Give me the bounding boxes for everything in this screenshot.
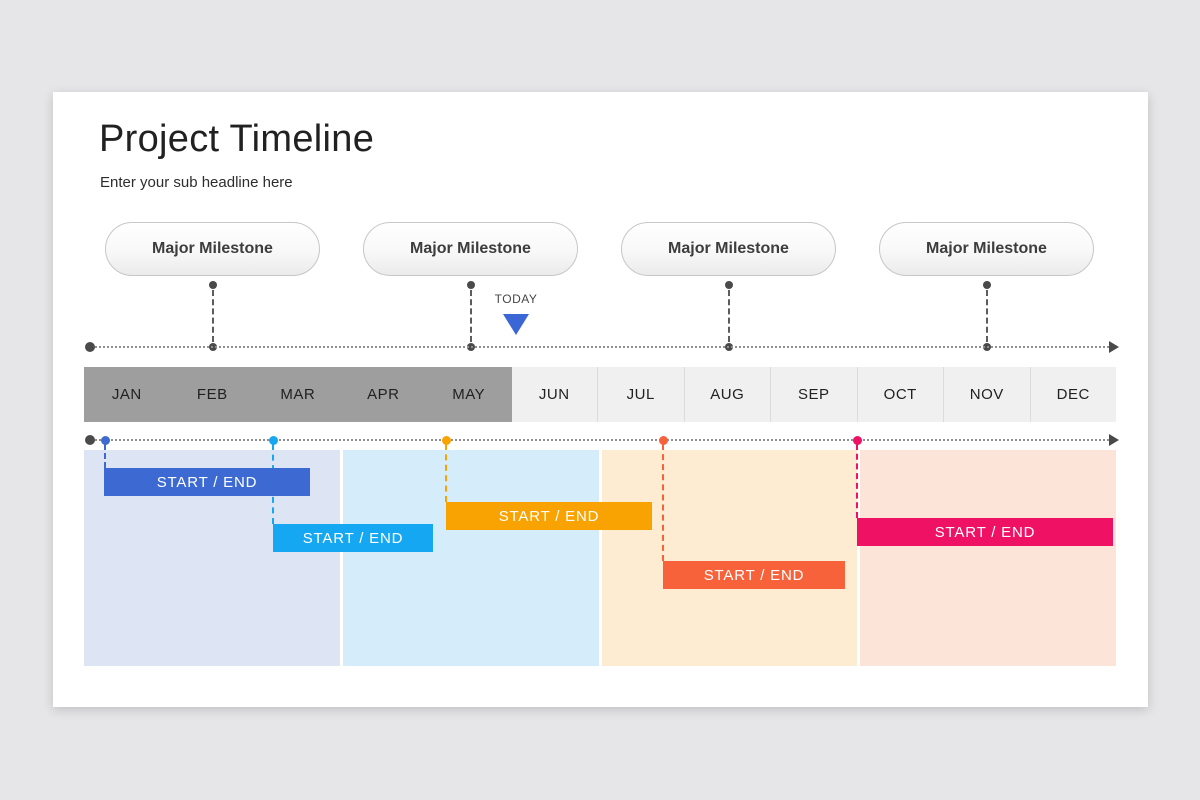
timeline-start-dot-icon xyxy=(85,435,95,445)
task-start-dot-icon xyxy=(659,436,668,445)
task-connector xyxy=(104,444,106,468)
task-start-dot-icon xyxy=(101,436,110,445)
task-start-dot-icon xyxy=(442,436,451,445)
month-cell-may: MAY xyxy=(426,367,512,422)
task-connector xyxy=(445,444,447,502)
milestone-connector xyxy=(986,290,988,342)
today-marker-icon xyxy=(503,314,529,335)
month-cell-jan: JAN xyxy=(84,367,170,422)
page-title: Project Timeline xyxy=(99,118,375,160)
task-start-dot-icon xyxy=(853,436,862,445)
month-cell-aug: AUG xyxy=(683,367,770,422)
task-bar-2[interactable]: START / END xyxy=(273,524,433,552)
milestone-pill-2[interactable]: Major Milestone xyxy=(363,222,578,276)
milestone-connector xyxy=(212,290,214,342)
milestone-pill-3[interactable]: Major Milestone xyxy=(621,222,836,276)
month-cell-feb: FEB xyxy=(169,367,255,422)
task-bar-3[interactable]: START / END xyxy=(446,502,652,530)
month-cell-nov: NOV xyxy=(943,367,1030,422)
milestone-connector xyxy=(470,290,472,342)
milestone-pill-1[interactable]: Major Milestone xyxy=(105,222,320,276)
month-cell-sep: SEP xyxy=(770,367,857,422)
timeline-arrow-icon xyxy=(1109,434,1119,446)
task-connector xyxy=(662,444,664,561)
timeline-arrow-icon xyxy=(1109,341,1119,353)
task-bar-4[interactable]: START / END xyxy=(663,561,845,589)
lower-timeline-line xyxy=(95,439,1109,441)
timeline-start-dot-icon xyxy=(85,342,95,352)
milestone-dot-icon xyxy=(467,281,475,289)
milestone-pill-4[interactable]: Major Milestone xyxy=(879,222,1094,276)
page-subtitle: Enter your sub headline here xyxy=(100,174,293,191)
milestone-dot-icon xyxy=(725,281,733,289)
month-bar: JAN FEB MAR APR MAY JUN JUL AUG SEP OCT … xyxy=(84,367,1116,422)
month-cell-jul: JUL xyxy=(597,367,684,422)
task-bar-5[interactable]: START / END xyxy=(857,518,1113,546)
today-label: TODAY xyxy=(494,292,538,306)
milestone-dot-icon xyxy=(983,281,991,289)
month-cell-dec: DEC xyxy=(1029,367,1116,422)
month-cell-mar: MAR xyxy=(255,367,341,422)
task-start-dot-icon xyxy=(269,436,278,445)
milestone-connector xyxy=(728,290,730,342)
gantt-panel-q3 xyxy=(602,450,857,666)
task-connector xyxy=(856,444,858,518)
slide-card: Project Timeline Enter your sub headline… xyxy=(53,92,1148,707)
month-cell-jun: JUN xyxy=(511,367,597,422)
gantt-panel-q4 xyxy=(860,450,1116,666)
upper-timeline-line xyxy=(95,346,1109,348)
month-cell-apr: APR xyxy=(340,367,426,422)
gantt-panel-q2 xyxy=(343,450,599,666)
task-bar-1[interactable]: START / END xyxy=(104,468,310,496)
milestone-dot-icon xyxy=(209,281,217,289)
month-cell-oct: OCT xyxy=(856,367,943,422)
